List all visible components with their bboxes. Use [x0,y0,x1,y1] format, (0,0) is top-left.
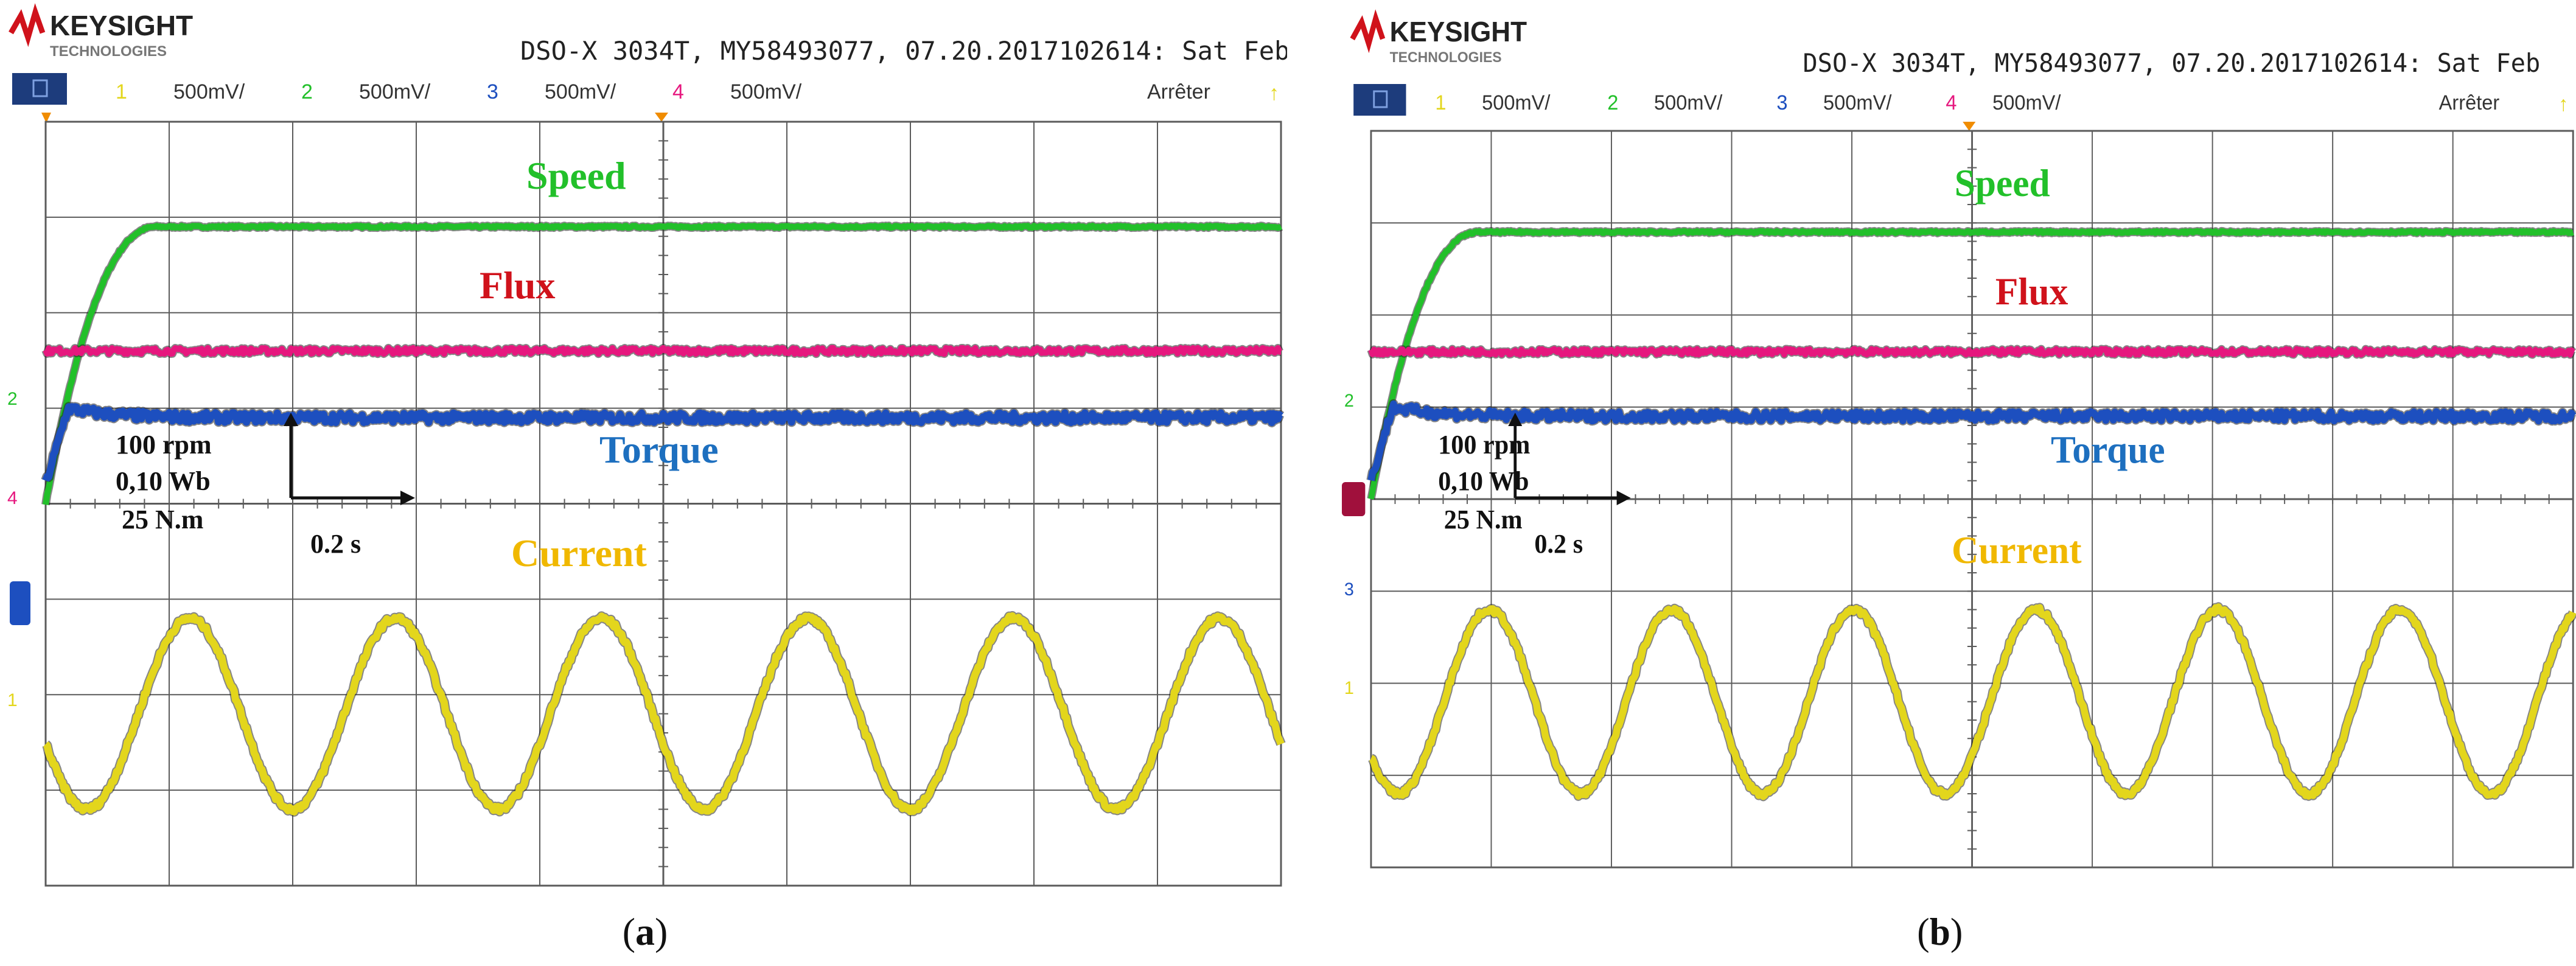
flux-label: Flux [480,264,555,307]
subfigure-label: (b) [1917,910,1963,953]
channel-3-ground-marker: 3 [1344,579,1354,600]
trigger-level-marker: ↑ [2558,93,2568,116]
speed-trace [1368,228,2575,500]
channel-2-number: 2 [1607,91,1618,114]
channel-3-scale[interactable]: 500mV/ [545,80,616,103]
torque-trace [1367,400,2576,481]
channel-3-number: 3 [1776,91,1787,114]
channel-bar: 1 500mV/ 2 500mV/ 3 500mV/ 4 500mV/ [116,80,802,103]
trigger-position-marker [1963,122,1976,131]
scope-svg-a: KEYSIGHT TECHNOLOGIES DSO-X 3034T, MY584… [7,3,1287,953]
menu-icon [32,79,48,97]
brand-name: KEYSIGHT [1390,16,1527,47]
torque-scale-label: 25 N.m [122,505,203,534]
channel-1-scale[interactable]: 500mV/ [173,80,245,103]
channel-2-scale[interactable]: 500mV/ [359,80,431,103]
keysight-wave-icon [9,3,46,47]
scope-svg-b: KEYSIGHT TECHNOLOGIES DSO-X 3034T, MY584… [1342,9,2576,953]
keysight-logo: KEYSIGHT TECHNOLOGIES [1350,9,1527,66]
current-label: Current [1952,528,2082,572]
channel-2-scale[interactable]: 500mV/ [1654,91,1723,114]
trigger-level-marker: ↑ [1269,82,1279,105]
scope-header: DSO-X 3034T, MY58493077, 07.20.201710261… [1803,48,2541,78]
channel-2-ground-marker: 2 [7,389,18,409]
current-trace [1369,603,2576,800]
speed-label: Speed [526,154,626,197]
channel-2-number: 2 [301,80,313,103]
brand-name: KEYSIGHT [50,10,193,41]
menu-icon [1373,90,1388,108]
channel-4-number: 4 [1946,91,1956,114]
torque-scale-label: 25 N.m [1444,505,1523,534]
scope-panel-a: KEYSIGHT TECHNOLOGIES DSO-X 3034T, MY584… [0,0,1287,966]
torque-label: Torque [599,428,719,471]
current-label: Current [511,531,647,575]
channel-3-number: 3 [487,80,498,103]
torque-trace [42,403,1283,482]
run-status[interactable]: Arrêter [1147,80,1210,103]
menu-button[interactable] [1353,84,1406,116]
flux-trace [1368,346,2575,358]
channel-1-ground-marker: 1 [1344,677,1354,698]
scope-panel-b: KEYSIGHT TECHNOLOGIES DSO-X 3034T, MY584… [1342,0,2576,966]
flux-label: Flux [1995,270,2068,313]
scope-grid [45,121,1282,886]
brand-sub: TECHNOLOGIES [1390,49,1502,66]
channel-4-scale[interactable]: 500mV/ [730,80,802,103]
time-scale-arrow [1508,413,1631,505]
channel-3-scale[interactable]: 500mV/ [1823,91,1892,114]
channel-bar: 1 500mV/ 2 500mV/ 3 500mV/ 4 500mV/ [1435,91,2061,114]
keysight-wave-icon [1350,9,1386,54]
speed-scale-label: 100 rpm [116,430,212,460]
flux-scale-label: 0,10 Wb [116,466,211,496]
channel-4-ground-marker: 4 [7,488,18,508]
scope-plot-area [41,121,1286,887]
speed-label: Speed [1955,161,2050,205]
speed-trace [43,223,1283,505]
torque-label: Torque [2051,428,2165,471]
traces [1366,226,2576,802]
menu-button[interactable] [12,73,67,105]
channel-4-number: 4 [672,80,684,103]
current-trace [43,612,1285,816]
channel-1-ground-marker: 1 [7,690,18,710]
brand-sub: TECHNOLOGIES [50,43,167,60]
flux-trace [43,345,1283,357]
trigger-position-marker [655,113,668,122]
subfigure-label: (a) [623,910,668,953]
channel-1-number: 1 [1435,91,1446,114]
time-scale-label: 0.2 s [310,529,361,559]
channel-3-ground-marker [10,581,30,625]
keysight-logo: KEYSIGHT TECHNOLOGIES [9,3,193,60]
time-reference-marker [41,113,51,123]
channel-4-scale[interactable]: 500mV/ [1992,91,2061,114]
time-scale-arrow [284,413,415,505]
traces [41,222,1286,817]
channel-2-ground-marker: 2 [1344,390,1354,411]
channel-4-ground-marker [1342,482,1366,516]
scope-header: DSO-X 3034T, MY58493077, 07.20.201710261… [520,36,1287,66]
channel-1-scale[interactable]: 500mV/ [1482,91,1551,114]
channel-1-number: 1 [116,80,127,103]
time-scale-label: 0.2 s [1534,530,1583,559]
run-status[interactable]: Arrêter [2439,91,2500,114]
